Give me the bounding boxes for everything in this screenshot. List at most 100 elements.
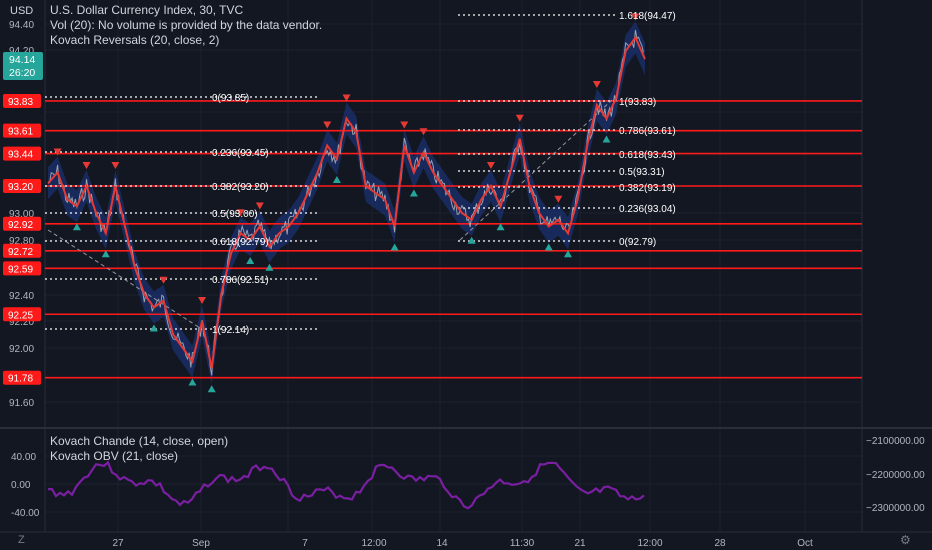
chart-title[interactable]: U.S. Dollar Currency Index, 30, TVC	[50, 3, 244, 17]
fib-right-label-0: 1.618(94.47)	[619, 11, 676, 22]
level-tag-bg-5[interactable]	[3, 243, 41, 258]
level-tag-8[interactable]: 91.78	[8, 374, 33, 385]
time-label-9: Oct	[797, 538, 813, 549]
zoom-icon[interactable]: Z	[18, 534, 25, 546]
level-tag-1[interactable]: 93.61	[8, 127, 33, 138]
buy-marker	[207, 385, 216, 393]
time-label-4: 14	[436, 538, 448, 549]
fib-right-label-5: 0.382(93.19)	[619, 183, 676, 194]
time-label-0: 27	[112, 538, 124, 549]
sell-marker	[342, 94, 351, 102]
current-price-tag-bg	[3, 52, 43, 80]
buy-marker	[467, 236, 476, 244]
lower-right-tick-1: −2200000.00	[866, 470, 925, 481]
level-tag-5[interactable]: 92.72	[8, 247, 33, 258]
level-tag-bg-8[interactable]	[3, 370, 41, 385]
price-tick-7: 91.60	[9, 398, 34, 409]
sell-marker	[198, 297, 207, 304]
buy-marker	[246, 257, 255, 264]
level-tag-7[interactable]: 92.25	[8, 310, 33, 321]
time-label-7: 12:00	[637, 538, 662, 549]
fib-left-label-6: 1(92.14)	[212, 325, 249, 336]
currency-label: USD	[10, 5, 33, 17]
price-tick-1: 94.20	[9, 46, 34, 57]
buy-marker	[72, 223, 81, 231]
current-price-value: 94.14	[9, 54, 35, 66]
level-tag-bg-3[interactable]	[3, 179, 41, 193]
fibonacci-levels	[45, 14, 615, 330]
price-tick-2: 93.00	[9, 209, 34, 220]
price-level-tags[interactable]: 93.83 93.61 93.44 93.20 92.92 92.72 92.59 92.25…	[3, 93, 41, 385]
buy-marker	[563, 250, 572, 258]
sell-marker	[400, 121, 409, 129]
price-tick-6: 92.00	[9, 344, 34, 355]
buy-marker	[265, 263, 274, 271]
price-tick-5: 92.20	[9, 317, 34, 328]
level-tag-bg-7[interactable]	[3, 307, 41, 322]
fib-right-label-2: 0.786(93.61)	[619, 126, 676, 137]
fib-left-label-0: 0(93.85)	[212, 93, 249, 104]
price-axis-ticks: 94.40 94.20 93.00 92.80 92.40 92.20 92.00 91.60	[9, 20, 34, 409]
fib-right-label-3: 0.618(93.43)	[619, 150, 676, 161]
reversal-markers	[53, 13, 640, 393]
sell-marker	[111, 162, 120, 169]
lower-left-tick-1: 0.00	[11, 480, 31, 491]
lower-right-tick-0: −2100000.00	[866, 436, 925, 447]
level-tag-3[interactable]: 93.20	[8, 182, 33, 193]
fibonacci-labels: 0(93.85) 0.236(93.45) 0.382(93.20) 0.5(93.0…	[212, 11, 676, 336]
price-tick-4: 92.40	[9, 291, 34, 302]
level-tag-bg-0[interactable]	[3, 93, 41, 108]
time-label-2: 7	[302, 538, 308, 549]
sell-marker	[159, 276, 168, 284]
lower-indicator-legend-1[interactable]: Kovach Chande (14, close, open)	[50, 434, 229, 448]
price-tick-3: 92.80	[9, 236, 34, 247]
fib-right-label-7: 0(92.79)	[619, 237, 656, 248]
time-label-6: 21	[574, 538, 586, 549]
sell-marker	[255, 202, 264, 210]
time-label-1: Sep	[192, 538, 210, 549]
level-tag-bg-2[interactable]	[3, 146, 41, 161]
lower-pane-ticks: 40.00 0.00 -40.00 −2100000.00 −2200000.00 −23…	[11, 436, 925, 519]
fib-trend-line-left	[47, 229, 201, 329]
buy-marker	[101, 250, 110, 258]
lower-left-tick-0: 40.00	[11, 452, 36, 463]
time-label-8: 28	[714, 538, 726, 549]
buy-marker	[149, 324, 158, 332]
sell-marker	[323, 121, 332, 129]
level-tag-bg-6[interactable]	[3, 261, 41, 276]
lower-indicator-legend-2[interactable]: Kovach OBV (21, close)	[50, 449, 179, 463]
buy-marker	[544, 243, 553, 251]
grid	[45, 0, 862, 532]
level-tag-6[interactable]: 92.59	[8, 264, 33, 275]
fib-left-label-2: 0.382(93.20)	[212, 182, 269, 193]
buy-marker	[496, 223, 505, 231]
price-tick-0: 94.40	[9, 20, 34, 31]
level-tag-bg-4[interactable]	[3, 216, 41, 231]
indicator-legend[interactable]: Kovach Reversals (20, close, 2)	[50, 33, 220, 47]
sell-marker	[515, 114, 524, 122]
level-tag-2[interactable]: 93.44	[8, 150, 33, 161]
gear-icon[interactable]: ⚙	[900, 533, 911, 547]
sell-marker	[53, 148, 62, 156]
sell-marker	[419, 128, 428, 136]
fib-right-label-4: 0.5(93.31)	[619, 167, 665, 178]
buy-marker	[602, 135, 611, 143]
level-tag-0[interactable]: 93.83	[8, 97, 33, 108]
sell-marker	[82, 162, 91, 169]
obv-oscillator-line	[48, 460, 645, 510]
buy-marker	[390, 243, 399, 251]
volume-legend[interactable]: Vol (20): No volume is provided by the d…	[50, 18, 323, 32]
lower-left-tick-2: -40.00	[11, 508, 40, 519]
level-tag-4[interactable]: 92.92	[8, 220, 33, 231]
buy-marker	[188, 378, 197, 386]
current-price-tag: 94.14 26:20	[3, 52, 43, 80]
fib-left-label-4: 0.618(92.79)	[212, 237, 269, 248]
time-label-3: 12:00	[361, 538, 386, 549]
sell-marker	[486, 162, 495, 169]
level-tag-bg-1[interactable]	[3, 123, 41, 138]
sell-marker	[592, 81, 601, 88]
sell-marker	[554, 195, 563, 203]
moving-average-line	[47, 35, 646, 369]
